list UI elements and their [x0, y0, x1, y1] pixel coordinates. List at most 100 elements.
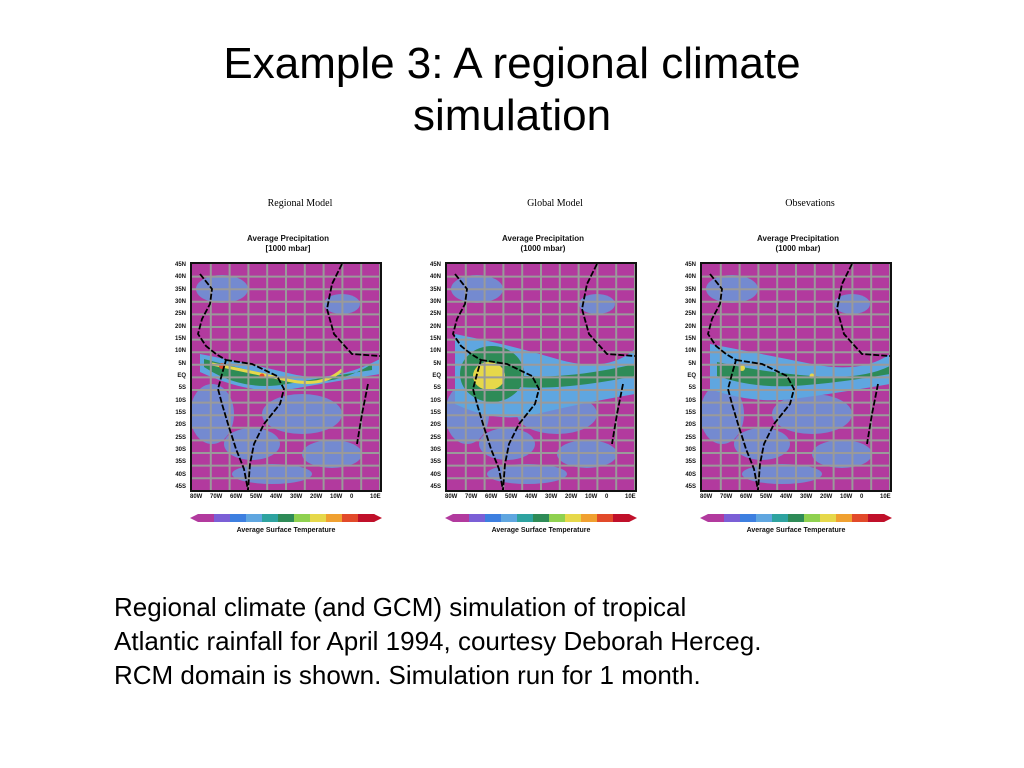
longitude-tick-label: 30W: [290, 494, 303, 500]
panel-subtitle: Average Precipitation (1000 mbar): [453, 234, 633, 254]
latitude-tick-label: 45S: [430, 484, 441, 490]
colorbar-segment: [804, 514, 821, 522]
colorbar: [445, 514, 637, 522]
panel-model-title: Obsevations: [785, 198, 835, 209]
amazon-peak: [473, 362, 505, 390]
low-precip-area: [734, 428, 790, 460]
latitude-tick-label: 20S: [175, 422, 186, 429]
longitude-tick-label: 20W: [310, 494, 323, 500]
longitude-tick-label: 80W: [445, 494, 458, 500]
panel-subtitle-line-2: [1000 mbar]: [265, 244, 311, 253]
colorbar-segment: [613, 514, 630, 522]
low-precip-area: [192, 384, 234, 444]
latitude-tick-label: 40N: [429, 274, 441, 281]
colorbar-segment: [565, 514, 582, 522]
colorbar-segment: [342, 514, 359, 522]
low-precip-area: [772, 394, 852, 434]
longitude-tick-label: 70W: [210, 494, 223, 500]
longitude-tick-label: 0: [350, 494, 354, 500]
longitude-tick-label: 20W: [565, 494, 578, 500]
latitude-tick-label: 25S: [175, 434, 186, 441]
colorbar-right-arrow: [629, 514, 637, 522]
panel-subtitle-line-1: Average Precipitation: [247, 234, 329, 243]
latitude-tick-label: 10N: [174, 348, 186, 355]
longitude-tick-label: 50W: [505, 494, 518, 500]
latitude-tick-label: 40N: [684, 274, 696, 281]
low-precip-area: [262, 394, 342, 434]
colorbar-segment: [820, 514, 837, 522]
latitude-tick-label: 35S: [685, 459, 696, 466]
latitude-tick-label: EQ: [432, 373, 441, 379]
latitude-tick-label: 40S: [430, 471, 441, 478]
latitude-tick-label: 5N: [433, 360, 441, 367]
colorbar-segment: [469, 514, 486, 522]
latitude-tick-label: 20N: [174, 323, 186, 330]
coastline-south-america-east: [225, 359, 285, 490]
latitude-tick-label: 5N: [178, 360, 186, 367]
colorbar-segment: [549, 514, 566, 522]
longitude-tick-label: 10E: [625, 494, 636, 500]
latitude-tick-label: 15S: [685, 410, 696, 416]
slide-title: Example 3: A regional climate simulation: [0, 38, 1024, 142]
longitude-tick-label: 70W: [720, 494, 733, 500]
panel-observations: Obsevations Average Precipitation (1000 …: [660, 190, 900, 540]
panel-global-model: Global Model Average Precipitation (1000…: [405, 190, 645, 540]
coastline-africa-south: [611, 383, 624, 445]
precipitation-map: [190, 262, 382, 492]
latitude-labels: 45N 40N 35N 30N 25N 20N 15N 10N 5N EQ 5S 10S 15S 20S 2…: [154, 262, 188, 492]
colorbar-segment: [852, 514, 869, 522]
colorbar-segment: [358, 514, 375, 522]
panel-model-title: Global Model: [527, 198, 583, 209]
colorbar-segment: [740, 514, 757, 522]
precipitation-map: [700, 262, 892, 492]
longitude-tick-label: 40W: [780, 494, 793, 500]
slide-title-line-1: Example 3: A regional climate: [223, 39, 801, 88]
panel-subtitle-line-2: (1000 mbar): [775, 244, 821, 253]
panel-subtitle: Average Precipitation (1000 mbar): [708, 234, 888, 254]
longitude-tick-label: 0: [605, 494, 609, 500]
panel-subtitle: Average Precipitation [1000 mbar]: [198, 234, 378, 254]
latitude-tick-label: 30N: [174, 299, 186, 305]
low-precip-area: [702, 384, 744, 444]
panel-regional-model: Regional Model Average Precipitation [10…: [150, 190, 390, 540]
colorbar-segment: [772, 514, 789, 522]
colorbar-label: Average Surface Temperature: [491, 527, 591, 534]
coastline-africa: [836, 264, 890, 357]
slide-title-line-2: simulation: [412, 91, 612, 140]
latitude-tick-label: 35S: [430, 459, 441, 466]
latitude-tick-label: 45S: [685, 484, 696, 490]
itcz-band: [710, 344, 890, 401]
colorbar-segment: [262, 514, 279, 522]
colorbar-left-arrow: [190, 514, 198, 522]
colorbar-segment: [836, 514, 853, 522]
caption-line-3: RCM domain is shown. Simulation run for …: [114, 660, 701, 690]
colorbar-segment: [533, 514, 550, 522]
colorbar-right-arrow: [884, 514, 892, 522]
latitude-tick-label: 25N: [174, 311, 186, 318]
latitude-tick-label: 40S: [685, 471, 696, 478]
latitude-tick-label: 30S: [175, 447, 186, 453]
colorbar-segment: [724, 514, 741, 522]
longitude-tick-label: 0: [860, 494, 864, 500]
caption-line-1: Regional climate (and GCM) simulation of…: [114, 592, 687, 622]
longitude-tick-label: 40W: [270, 494, 283, 500]
climate-figure: Regional Model Average Precipitation [10…: [150, 190, 900, 550]
latitude-tick-label: 30S: [685, 447, 696, 453]
latitude-tick-label: 35N: [684, 286, 696, 293]
colorbar-segment: [294, 514, 311, 522]
colorbar-segment: [581, 514, 598, 522]
latitude-tick-label: 25S: [430, 434, 441, 441]
latitude-tick-label: 45S: [175, 484, 186, 490]
latitude-tick-label: 10N: [684, 348, 696, 355]
latitude-tick-label: 45N: [684, 262, 696, 268]
colorbar-segment: [756, 514, 773, 522]
latitude-tick-label: 15S: [175, 410, 186, 416]
itcz-core: [507, 364, 635, 388]
coastline-south-america-east: [735, 359, 795, 490]
latitude-tick-label: 15N: [429, 336, 441, 342]
colorbar-left-arrow: [700, 514, 708, 522]
latitude-tick-label: 30N: [684, 299, 696, 305]
colorbar-segment: [326, 514, 343, 522]
longitude-labels: 80W 70W 60W 50W 40W 30W 20W 10W 0 10E: [700, 494, 892, 504]
longitude-tick-label: 20W: [820, 494, 833, 500]
